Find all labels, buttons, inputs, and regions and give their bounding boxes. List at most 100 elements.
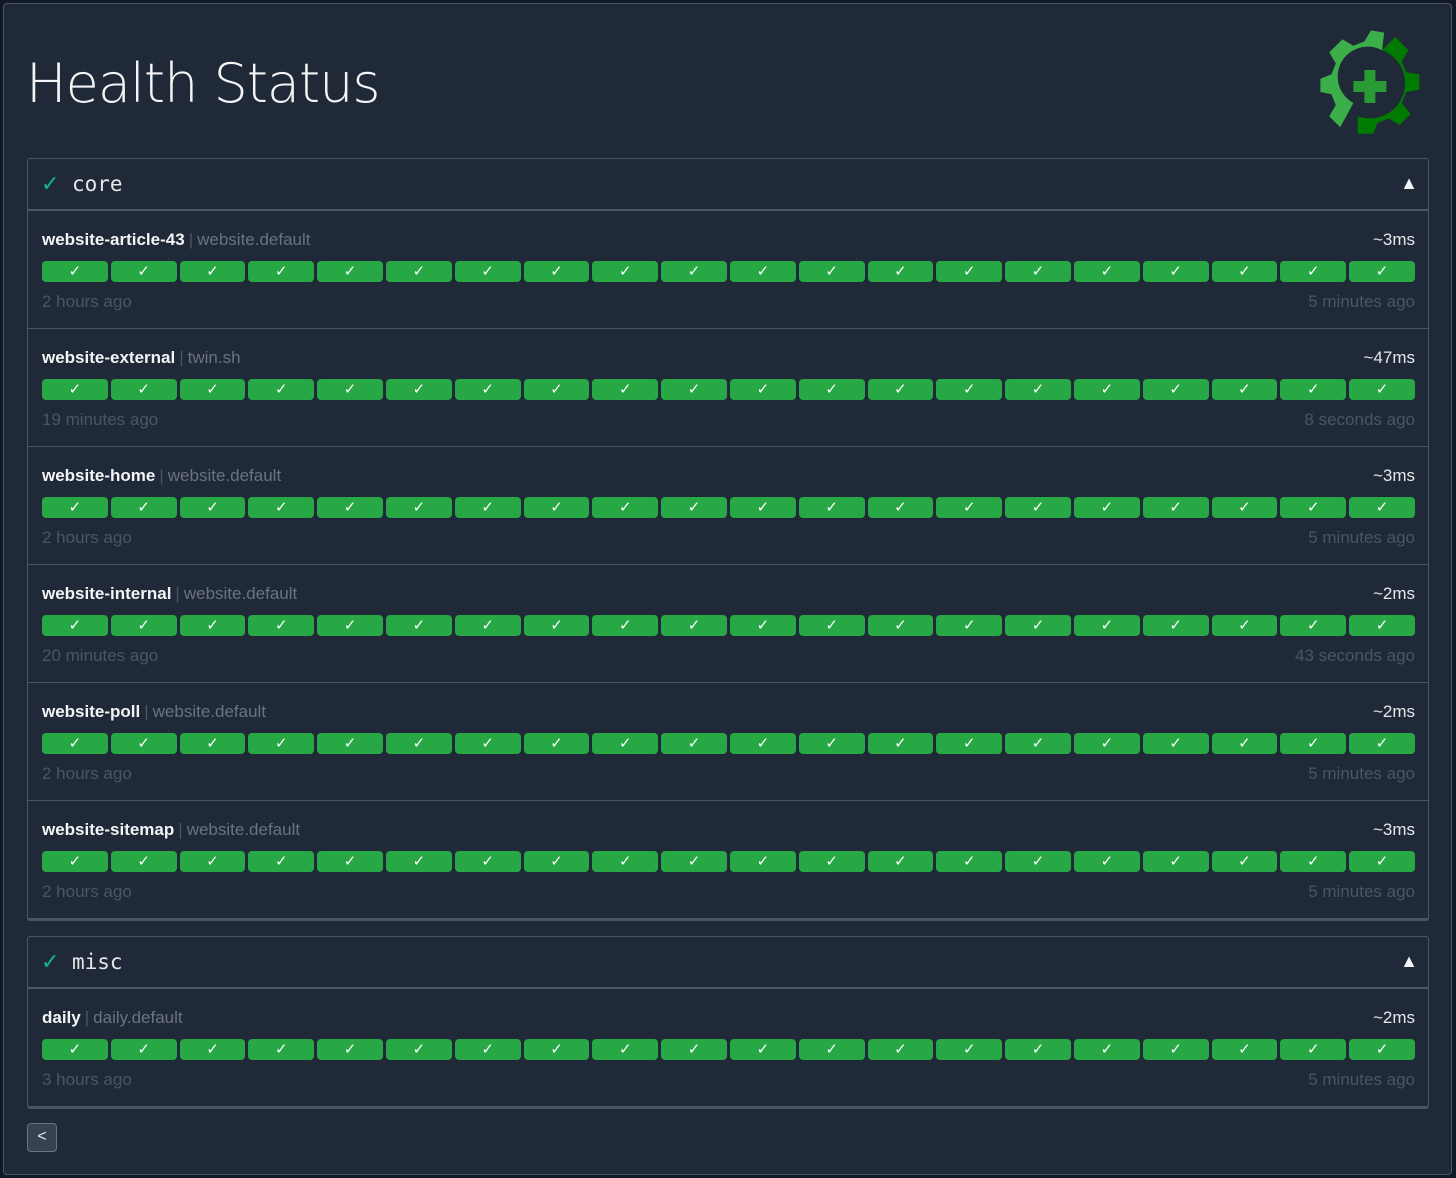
result-bar-success[interactable]: ✓ bbox=[110, 733, 177, 754]
result-bar-success[interactable]: ✓ bbox=[1073, 261, 1140, 282]
result-bar-success[interactable]: ✓ bbox=[110, 379, 177, 400]
result-bar-success[interactable]: ✓ bbox=[179, 497, 246, 518]
result-bar-success[interactable]: ✓ bbox=[110, 261, 177, 282]
endpoint-name-link[interactable]: website-internal bbox=[42, 584, 172, 603]
group-header[interactable]: ✓ misc ▲ bbox=[28, 937, 1428, 989]
result-bar-success[interactable]: ✓ bbox=[317, 261, 383, 282]
endpoint-name-link[interactable]: website-poll bbox=[42, 702, 141, 721]
result-bar-success[interactable]: ✓ bbox=[42, 851, 108, 872]
result-bar-success[interactable]: ✓ bbox=[661, 615, 727, 636]
result-bar-success[interactable]: ✓ bbox=[936, 379, 1003, 400]
result-bar-success[interactable]: ✓ bbox=[385, 379, 452, 400]
result-bar-success[interactable]: ✓ bbox=[523, 851, 590, 872]
result-bar-success[interactable]: ✓ bbox=[592, 851, 659, 872]
result-bar-success[interactable]: ✓ bbox=[1280, 497, 1347, 518]
result-bar-success[interactable]: ✓ bbox=[1073, 615, 1140, 636]
result-bar-success[interactable]: ✓ bbox=[42, 497, 108, 518]
result-bar-success[interactable]: ✓ bbox=[1005, 261, 1071, 282]
result-bar-success[interactable]: ✓ bbox=[798, 379, 865, 400]
result-bar-success[interactable]: ✓ bbox=[248, 379, 315, 400]
endpoint-name-link[interactable]: website-home bbox=[42, 466, 156, 485]
result-bar-success[interactable]: ✓ bbox=[523, 1039, 590, 1060]
result-bar-success[interactable]: ✓ bbox=[523, 733, 590, 754]
result-bar-success[interactable]: ✓ bbox=[1280, 1039, 1347, 1060]
result-bar-success[interactable]: ✓ bbox=[867, 497, 934, 518]
result-bar-success[interactable]: ✓ bbox=[1142, 261, 1209, 282]
result-bar-success[interactable]: ✓ bbox=[385, 733, 452, 754]
result-bar-success[interactable]: ✓ bbox=[1073, 851, 1140, 872]
result-bar-success[interactable]: ✓ bbox=[1280, 733, 1347, 754]
result-bar-success[interactable]: ✓ bbox=[1073, 733, 1140, 754]
result-bar-success[interactable]: ✓ bbox=[42, 1039, 108, 1060]
result-bar-success[interactable]: ✓ bbox=[592, 615, 659, 636]
collapse-toggle-icon[interactable]: ▲ bbox=[1400, 173, 1418, 193]
result-bar-success[interactable]: ✓ bbox=[523, 379, 590, 400]
result-bar-success[interactable]: ✓ bbox=[1280, 615, 1347, 636]
result-bar-success[interactable]: ✓ bbox=[385, 615, 452, 636]
result-bar-success[interactable]: ✓ bbox=[1005, 379, 1071, 400]
result-bar-success[interactable]: ✓ bbox=[454, 1039, 521, 1060]
result-bar-success[interactable]: ✓ bbox=[1349, 379, 1415, 400]
result-bar-success[interactable]: ✓ bbox=[729, 497, 796, 518]
result-bar-success[interactable]: ✓ bbox=[592, 733, 659, 754]
result-bar-success[interactable]: ✓ bbox=[592, 261, 659, 282]
result-bar-success[interactable]: ✓ bbox=[1349, 261, 1415, 282]
result-bar-success[interactable]: ✓ bbox=[317, 615, 383, 636]
result-bar-success[interactable]: ✓ bbox=[454, 733, 521, 754]
collapse-toggle-icon[interactable]: ▲ bbox=[1400, 951, 1418, 971]
result-bar-success[interactable]: ✓ bbox=[1349, 851, 1415, 872]
result-bar-success[interactable]: ✓ bbox=[1349, 733, 1415, 754]
result-bar-success[interactable]: ✓ bbox=[1005, 497, 1071, 518]
result-bar-success[interactable]: ✓ bbox=[248, 261, 315, 282]
result-bar-success[interactable]: ✓ bbox=[867, 851, 934, 872]
result-bar-success[interactable]: ✓ bbox=[42, 615, 108, 636]
result-bar-success[interactable]: ✓ bbox=[454, 379, 521, 400]
result-bar-success[interactable]: ✓ bbox=[248, 615, 315, 636]
result-bar-success[interactable]: ✓ bbox=[317, 1039, 383, 1060]
result-bar-success[interactable]: ✓ bbox=[110, 1039, 177, 1060]
result-bar-success[interactable]: ✓ bbox=[1211, 1039, 1278, 1060]
result-bar-success[interactable]: ✓ bbox=[867, 1039, 934, 1060]
result-bar-success[interactable]: ✓ bbox=[936, 851, 1003, 872]
result-bar-success[interactable]: ✓ bbox=[1005, 615, 1071, 636]
result-bar-success[interactable]: ✓ bbox=[936, 615, 1003, 636]
result-bar-success[interactable]: ✓ bbox=[248, 1039, 315, 1060]
endpoint-name-link[interactable]: website-sitemap bbox=[42, 820, 175, 839]
result-bar-success[interactable]: ✓ bbox=[385, 851, 452, 872]
result-bar-success[interactable]: ✓ bbox=[798, 733, 865, 754]
result-bar-success[interactable]: ✓ bbox=[179, 851, 246, 872]
result-bar-success[interactable]: ✓ bbox=[179, 733, 246, 754]
result-bar-success[interactable]: ✓ bbox=[936, 497, 1003, 518]
result-bar-success[interactable]: ✓ bbox=[867, 733, 934, 754]
result-bar-success[interactable]: ✓ bbox=[1073, 497, 1140, 518]
result-bar-success[interactable]: ✓ bbox=[867, 261, 934, 282]
result-bar-success[interactable]: ✓ bbox=[798, 851, 865, 872]
result-bar-success[interactable]: ✓ bbox=[385, 1039, 452, 1060]
result-bar-success[interactable]: ✓ bbox=[110, 851, 177, 872]
previous-page-button[interactable]: < bbox=[27, 1123, 57, 1152]
result-bar-success[interactable]: ✓ bbox=[179, 1039, 246, 1060]
result-bar-success[interactable]: ✓ bbox=[798, 497, 865, 518]
result-bar-success[interactable]: ✓ bbox=[867, 615, 934, 636]
result-bar-success[interactable]: ✓ bbox=[729, 1039, 796, 1060]
result-bar-success[interactable]: ✓ bbox=[661, 851, 727, 872]
result-bar-success[interactable]: ✓ bbox=[110, 615, 177, 636]
result-bar-success[interactable]: ✓ bbox=[248, 851, 315, 872]
result-bar-success[interactable]: ✓ bbox=[661, 1039, 727, 1060]
result-bar-success[interactable]: ✓ bbox=[661, 379, 727, 400]
result-bar-success[interactable]: ✓ bbox=[454, 497, 521, 518]
result-bar-success[interactable]: ✓ bbox=[1349, 615, 1415, 636]
result-bar-success[interactable]: ✓ bbox=[454, 261, 521, 282]
result-bar-success[interactable]: ✓ bbox=[454, 615, 521, 636]
result-bar-success[interactable]: ✓ bbox=[661, 497, 727, 518]
result-bar-success[interactable]: ✓ bbox=[729, 261, 796, 282]
result-bar-success[interactable]: ✓ bbox=[936, 1039, 1003, 1060]
result-bar-success[interactable]: ✓ bbox=[317, 497, 383, 518]
result-bar-success[interactable]: ✓ bbox=[798, 615, 865, 636]
result-bar-success[interactable]: ✓ bbox=[42, 733, 108, 754]
result-bar-success[interactable]: ✓ bbox=[661, 261, 727, 282]
result-bar-success[interactable]: ✓ bbox=[1280, 379, 1347, 400]
result-bar-success[interactable]: ✓ bbox=[248, 733, 315, 754]
result-bar-success[interactable]: ✓ bbox=[1005, 733, 1071, 754]
result-bar-success[interactable]: ✓ bbox=[1280, 261, 1347, 282]
